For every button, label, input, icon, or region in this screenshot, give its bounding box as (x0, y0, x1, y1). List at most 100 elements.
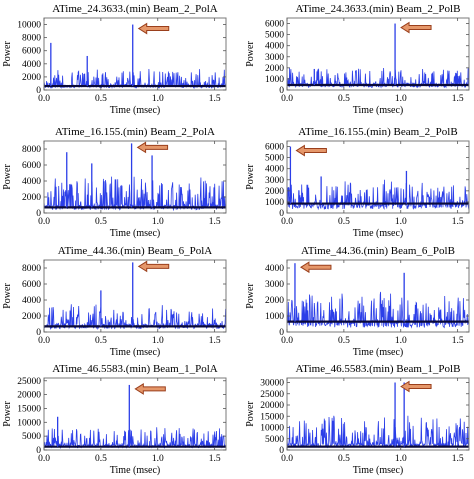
y-tick-label: 2000 (265, 64, 284, 74)
plot-frame (286, 17, 470, 91)
x-tick-label: 0.0 (38, 454, 50, 464)
x-tick-label: 1.0 (395, 336, 407, 346)
x-tick-label: 1.0 (395, 217, 407, 227)
panel-title: ATime_44.36.(min) Beam_6_PolB (301, 245, 455, 257)
y-tick-label: 15000 (17, 404, 41, 414)
x-tick-label: 1.5 (452, 454, 464, 464)
x-tick-label: 1.5 (209, 454, 221, 464)
y-tick-label: 6000 (22, 161, 41, 171)
x-tick-label: 0.0 (38, 94, 50, 104)
x-axis-label: Time (msec) (110, 228, 160, 239)
chart-panel-2: ATime_24.3633.(min) Beam_2_PolB 010002000… (245, 3, 470, 116)
x-tick-label: 1.5 (209, 336, 221, 346)
x-tick-label: 1.5 (452, 336, 464, 346)
x-axis-label: Time (msec) (110, 347, 160, 358)
x-tick-label: 1.5 (452, 217, 464, 227)
annotation-arrow (400, 380, 432, 393)
y-tick-label: 2000 (265, 187, 284, 197)
x-tick-label: 0.5 (338, 454, 350, 464)
y-tick-label: 0 (36, 86, 41, 96)
y-tick-label: 20000 (260, 401, 284, 411)
annotation-arrow (134, 383, 166, 395)
chart-panel-5: ATime_44.36.(min) Beam_6_PolA 0 2000 4000 60… (2, 245, 227, 358)
x-tick-label: 0.0 (38, 336, 50, 346)
signal-series (44, 68, 226, 90)
y-tick-label: 20000 (17, 391, 41, 401)
x-axis-label: Time (msec) (110, 465, 160, 476)
x-tick-label: 0.0 (281, 454, 293, 464)
x-tick-label: 0.5 (95, 454, 107, 464)
plot-frame (43, 140, 227, 214)
x-tick-label: 0.0 (281, 217, 293, 227)
x-tick-label: 1.5 (209, 94, 221, 104)
y-tick-label: 4000 (22, 177, 41, 187)
x-tick-label: 1.0 (152, 336, 164, 346)
chart-panel-7: ATime_46.5583.(min) Beam_1_PolA 0 5000 1000… (2, 363, 227, 476)
x-tick-label: 0.0 (38, 217, 50, 227)
panel-title: ATime_16.155.(min) Beam_2_PolA (55, 126, 215, 138)
y-tick-label: 1000 (265, 198, 284, 208)
annotation-arrow (400, 21, 432, 34)
y-tick-label: 25000 (17, 377, 41, 387)
plot-frame (43, 17, 227, 91)
y-tick-label: 6000 (265, 143, 284, 153)
y-tick-label: 8000 (22, 34, 41, 44)
x-axis-label: Time (msec) (353, 228, 403, 239)
x-tick-label: 1.0 (395, 454, 407, 464)
y-tick-label: 5000 (265, 435, 284, 445)
y-tick-label: 4000 (265, 264, 284, 274)
panel-title: ATime_24.3633.(min) Beam_2_PolB (296, 3, 461, 15)
plot-frame (286, 377, 470, 451)
y-tick-label: 4000 (22, 296, 41, 306)
chart-panel-4: ATime_16.155.(min) Beam_2_PolB 0100020003… (245, 126, 470, 239)
y-tick-label: 6000 (22, 280, 41, 290)
x-tick-label: 0.5 (338, 336, 350, 346)
signal-series (287, 415, 469, 449)
annotation-arrow (295, 144, 327, 157)
y-tick-label: 30000 (260, 379, 284, 389)
y-tick-label: 0 (279, 86, 284, 96)
x-tick-label: 1.5 (209, 217, 221, 227)
x-tick-label: 1.5 (452, 94, 464, 104)
y-tick-label: 25000 (260, 390, 284, 400)
y-tick-label: 15000 (260, 412, 284, 422)
y-tick-label: 5000 (265, 154, 284, 164)
signal-series (287, 291, 469, 329)
chart-panel-3: ATime_16.155.(min) Beam_2_PolA 0 2000 4000 6… (2, 126, 227, 239)
y-tick-label: 10000 (17, 418, 41, 428)
x-axis-label: Time (msec) (110, 105, 160, 116)
y-tick-label: 6000 (265, 20, 284, 30)
x-axis-label: Time (msec) (353, 465, 403, 476)
y-tick-label: 3000 (265, 280, 284, 290)
y-tick-label: 0 (36, 209, 41, 219)
y-tick-label: 4000 (265, 42, 284, 52)
y-tick-label: 0 (36, 446, 41, 456)
x-tick-label: 0.5 (95, 94, 107, 104)
y-tick-label: 4000 (265, 165, 284, 175)
y-tick-label: 6000 (22, 47, 41, 57)
y-tick-label: 8000 (22, 145, 41, 155)
y-tick-label: 5000 (265, 31, 284, 41)
y-tick-label: 2000 (22, 73, 41, 83)
signal-series (287, 179, 469, 211)
signal-series (44, 427, 226, 450)
annotation-arrow (137, 260, 170, 273)
y-tick-label: 2000 (265, 296, 284, 306)
x-axis-label: Time (msec) (353, 105, 403, 116)
x-tick-label: 0.5 (95, 336, 107, 346)
x-tick-label: 1.0 (152, 94, 164, 104)
y-tick-label: 10000 (17, 21, 41, 31)
x-tick-label: 0.5 (95, 217, 107, 227)
y-axis-label: Power (245, 164, 256, 190)
plot-frame (43, 377, 227, 451)
y-tick-label: 5000 (22, 432, 41, 442)
x-tick-label: 0.5 (338, 217, 350, 227)
y-tick-label: 2000 (22, 312, 41, 322)
annotation-arrow (137, 22, 170, 35)
panel-title: ATime_46.5583.(min) Beam_1_PolB (296, 363, 461, 375)
y-axis-label: Power (2, 401, 13, 427)
chart-panel-6: ATime_44.36.(min) Beam_6_PolB 0 1000 2000 30… (245, 245, 470, 358)
panel-title: ATime_24.3633.(min) Beam_2_PolA (52, 3, 218, 15)
y-tick-label: 0 (279, 446, 284, 456)
